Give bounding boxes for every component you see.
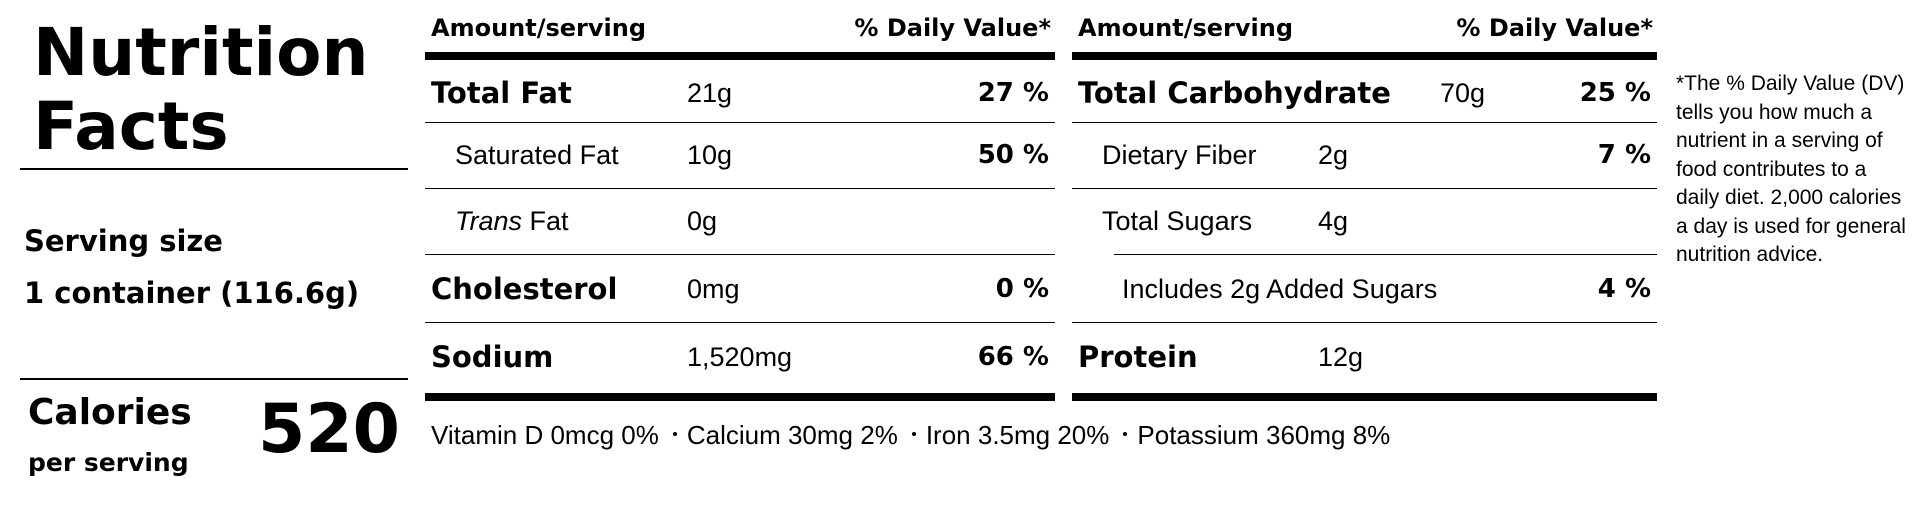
nutrient-amount: 0g (687, 205, 718, 236)
serving-size-label: Serving size (24, 224, 223, 258)
header-amount: Amount/serving (431, 14, 647, 42)
table-row: Dietary Fiber 2g 7 % (1072, 122, 1657, 188)
divider (20, 168, 408, 170)
nutrient-name: Sodium (431, 340, 554, 374)
trans-suffix: Fat (522, 205, 569, 236)
nutrient-amount: 10g (687, 139, 733, 170)
table-row: Total Sugars 4g (1072, 188, 1657, 254)
nutrient-amount: 21g (687, 77, 733, 108)
table-row: Cholesterol 0mg 0 % (425, 256, 1055, 322)
calories-per-serving: per serving (28, 448, 189, 477)
calories-value: 520 (258, 390, 400, 469)
table-row: Total Carbohydrate 70g 25 % (1072, 60, 1657, 126)
nutrient-dv: 7 % (1597, 140, 1651, 170)
nutrient-name: Total Carbohydrate (1078, 76, 1391, 110)
header-daily-value: % Daily Value* (1456, 14, 1653, 42)
vitamin-d: Vitamin D 0mcg 0% (431, 420, 659, 450)
nutrient-name: Trans Fat (455, 188, 569, 254)
row-rule (425, 188, 1055, 189)
separator-dot (1123, 432, 1128, 437)
table-row: Trans Fat 0g (425, 188, 1055, 254)
nutrient-dv: 25 % (1579, 78, 1651, 108)
title-line-2: Facts (33, 88, 229, 165)
header-amount: Amount/serving (1078, 14, 1294, 42)
potassium: Potassium 360mg 8% (1137, 420, 1391, 450)
nutrient-name: Includes 2g Added Sugars (1122, 273, 1438, 304)
nutrient-amount: 2g (1318, 139, 1349, 170)
row-rule (425, 122, 1055, 123)
row-rule (1072, 188, 1657, 189)
micronutrients-line: Vitamin D 0mcg 0% Calcium 30mg 2% Iron 3.5… (431, 420, 1390, 451)
calcium: Calcium 30mg 2% (686, 420, 898, 450)
separator-dot (672, 432, 677, 437)
iron: Iron 3.5mg 20% (925, 420, 1110, 450)
header-daily-value: % Daily Value* (854, 14, 1051, 42)
nutrient-name: Cholesterol (431, 272, 618, 306)
table-row: Total Fat 21g 27 % (425, 60, 1055, 126)
nutrient-dv: 27 % (977, 78, 1049, 108)
nutrient-dv: 66 % (977, 342, 1049, 372)
row-rule (425, 254, 1055, 255)
nutrient-dv: 0 % (995, 274, 1049, 304)
nutrient-amount: 4g (1318, 205, 1349, 236)
thick-rule (1072, 52, 1657, 60)
thick-rule (1072, 393, 1657, 401)
row-rule (425, 322, 1055, 323)
divider (20, 378, 408, 380)
nutrient-name: Total Fat (431, 76, 572, 110)
nutrient-name: Dietary Fiber (1102, 139, 1257, 170)
table-row: Sodium 1,520mg 66 % (425, 324, 1055, 390)
nutrient-dv: 50 % (977, 140, 1049, 170)
table-row: Includes 2g Added Sugars 4 % (1072, 256, 1657, 322)
nutrient-amount: 12g (1318, 341, 1364, 372)
nutrient-amount: 70g (1440, 77, 1486, 108)
calories-label: Calories (28, 392, 192, 433)
table-row: Protein 12g (1072, 324, 1657, 390)
nutrient-amount: 1,520mg (687, 341, 793, 372)
nutrient-amount: 0mg (687, 273, 740, 304)
row-rule (1072, 122, 1657, 123)
row-rule (1114, 254, 1657, 255)
thick-rule (425, 393, 1055, 401)
table-row: Saturated Fat 10g 50 % (425, 122, 1055, 188)
row-rule (1072, 322, 1657, 323)
nutrient-name: Protein (1078, 340, 1198, 374)
nutrient-dv: 4 % (1597, 274, 1651, 304)
serving-size-value: 1 container (116.6g) (24, 276, 360, 310)
daily-value-footnote: *The % Daily Value (DV) tells you how mu… (1676, 72, 1906, 266)
trans-italic: Trans (455, 205, 523, 236)
separator-dot (911, 432, 916, 437)
nutrient-name: Total Sugars (1102, 205, 1253, 236)
nutrient-name: Saturated Fat (455, 139, 619, 170)
title-line-1: Nutrition (33, 14, 369, 91)
label-title: Nutrition Facts (33, 16, 368, 164)
thick-rule (425, 52, 1055, 60)
